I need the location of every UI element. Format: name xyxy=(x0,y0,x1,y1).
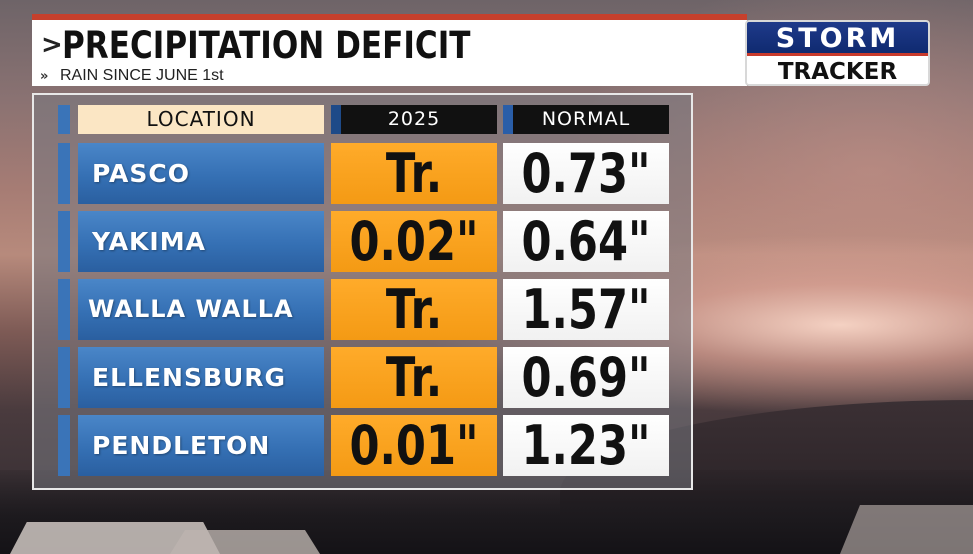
storm-tracker-logo: STORM TRACKER xyxy=(745,20,930,86)
table-cell-normal: 0.73" xyxy=(503,143,669,204)
value-normal: 0.64" xyxy=(521,211,651,272)
value-2025: 0.02" xyxy=(349,211,479,272)
value-normal: 0.69" xyxy=(521,347,651,408)
page-subtitle: RAIN SINCE JUNE 1st xyxy=(60,67,224,84)
column-header-label: NORMAL xyxy=(541,108,631,130)
row-accent-tab xyxy=(58,347,70,408)
table-cell-normal: 0.64" xyxy=(503,211,669,272)
row-accent-tab xyxy=(58,279,70,340)
value-2025: 0.01" xyxy=(349,415,479,476)
background-roof xyxy=(840,505,973,554)
row-accent-tab xyxy=(58,211,70,272)
table-cell-2025: Tr. xyxy=(331,143,497,204)
header-accent-tab xyxy=(503,105,513,134)
table-cell-normal: 0.69" xyxy=(503,347,669,408)
column-header-label: 2025 xyxy=(387,108,441,130)
header-accent-tab xyxy=(58,105,70,134)
location-name: PENDLETON xyxy=(92,431,271,460)
location-name: ELLENSBURG xyxy=(92,363,287,392)
value-2025: Tr. xyxy=(385,279,443,340)
page-title: PRECIPITATION DEFICIT xyxy=(62,24,471,67)
logo-line-storm: STORM xyxy=(747,22,928,56)
double-chevron-icon: » xyxy=(40,69,49,84)
value-2025: Tr. xyxy=(385,143,443,204)
table-row-location: YAKIMA xyxy=(78,211,324,272)
value-normal: 1.23" xyxy=(521,415,651,476)
table-cell-2025: 0.02" xyxy=(331,211,497,272)
location-name: WALLA WALLA xyxy=(88,295,294,323)
table-row-location: PASCO xyxy=(78,143,324,204)
table-cell-2025: Tr. xyxy=(331,347,497,408)
table-row-location: ELLENSBURG xyxy=(78,347,324,408)
row-accent-tab xyxy=(58,143,70,204)
title-bar: > PRECIPITATION DEFICIT » RAIN SINCE JUN… xyxy=(32,14,747,86)
precipitation-table: LOCATION 2025 NORMAL PASCO Tr. 0.73" YAK… xyxy=(32,93,693,490)
background-roof xyxy=(170,530,320,554)
column-header-label: LOCATION xyxy=(146,107,256,131)
table-row-location: PENDLETON xyxy=(78,415,324,476)
value-normal: 0.73" xyxy=(521,143,651,204)
chevron-right-icon: > xyxy=(41,30,63,60)
location-name: PASCO xyxy=(92,159,190,188)
row-accent-tab xyxy=(58,415,70,476)
logo-line-tracker: TRACKER xyxy=(777,59,898,85)
location-name: YAKIMA xyxy=(92,227,206,256)
table-cell-normal: 1.57" xyxy=(503,279,669,340)
column-header-normal: NORMAL xyxy=(503,105,669,134)
column-header-2025: 2025 xyxy=(331,105,497,134)
column-header-location: LOCATION xyxy=(78,105,324,134)
table-cell-2025: 0.01" xyxy=(331,415,497,476)
header-accent-tab xyxy=(331,105,341,134)
table-cell-2025: Tr. xyxy=(331,279,497,340)
table-cell-normal: 1.23" xyxy=(503,415,669,476)
table-row-location: WALLA WALLA xyxy=(78,279,324,340)
value-2025: Tr. xyxy=(385,347,443,408)
value-normal: 1.57" xyxy=(521,279,651,340)
